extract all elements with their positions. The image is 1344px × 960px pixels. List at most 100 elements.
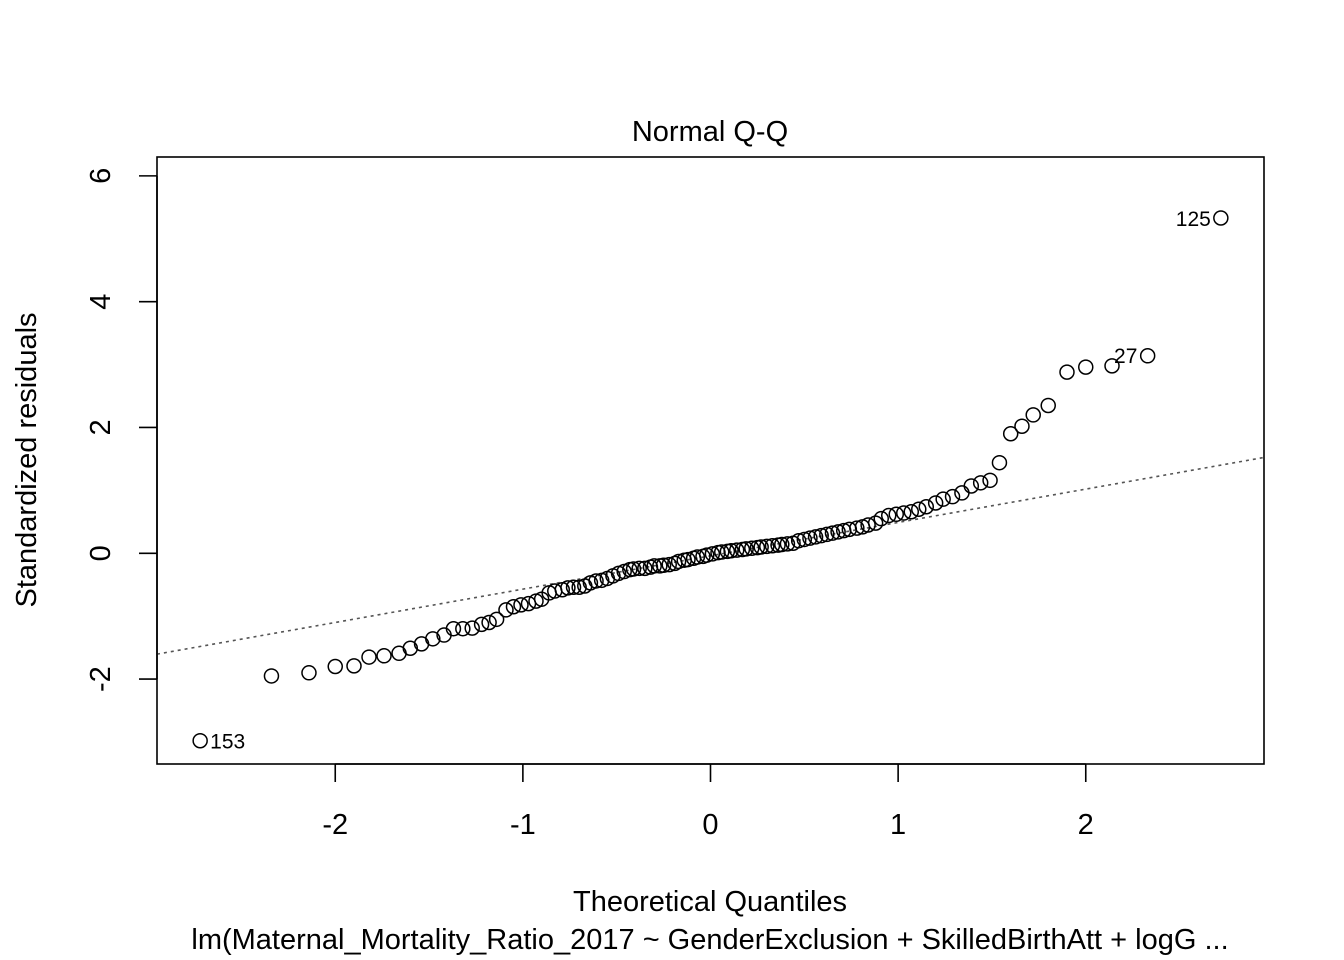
qq-point <box>954 485 970 501</box>
qq-point <box>779 536 796 552</box>
qq-point <box>723 543 739 559</box>
qq-point <box>802 530 818 546</box>
qq-point <box>637 560 653 577</box>
qq-point <box>753 539 769 555</box>
qq-point <box>867 515 884 531</box>
qq-point <box>1104 358 1120 374</box>
qq-point <box>972 475 989 491</box>
qq-point <box>565 579 582 595</box>
qq-point <box>560 580 576 596</box>
qq-point <box>918 498 935 515</box>
qq-point <box>982 472 998 489</box>
qq-point <box>830 524 846 540</box>
plot-area-frame <box>156 156 1265 765</box>
qq-point <box>888 506 905 523</box>
qq-point <box>464 620 480 636</box>
qq-point <box>860 517 876 533</box>
qq-point <box>819 526 835 543</box>
qq-point <box>807 529 824 545</box>
qq-point <box>790 532 807 549</box>
x-tick-label: -1 <box>510 809 536 841</box>
qq-point <box>361 649 377 665</box>
qq-point <box>327 658 343 675</box>
qq-point <box>698 547 715 563</box>
y-tick-label: 6 <box>85 168 117 184</box>
model-formula-subtitle: lm(Maternal_Mortality_Ratio_2017 ~ Gende… <box>191 924 1228 956</box>
x-axis-label: Theoretical Quantiles <box>573 886 847 918</box>
qq-point <box>661 556 677 573</box>
qq-point <box>689 549 706 565</box>
qq-point <box>498 602 514 618</box>
qq-point <box>513 597 529 613</box>
qq-point <box>376 648 392 664</box>
qq-point <box>445 621 462 637</box>
point-label: 125 <box>1176 208 1211 231</box>
y-axis: -2 0 2 4 6 <box>85 168 158 692</box>
qq-point <box>488 611 505 628</box>
qq-point <box>301 665 317 681</box>
qq-point <box>896 505 912 521</box>
x-axis: -2 -1 0 1 2 <box>322 763 1094 841</box>
qq-point <box>1139 348 1156 364</box>
qq-point <box>744 540 760 556</box>
x-tick-label: -2 <box>322 809 348 841</box>
qq-point <box>192 732 208 749</box>
qq-point <box>774 536 790 553</box>
y-tick-label: 4 <box>85 294 117 310</box>
qq-point <box>481 614 497 631</box>
qq-point <box>963 478 980 494</box>
point-label: 153 <box>210 731 245 754</box>
chart-title: Normal Q-Q <box>632 116 788 148</box>
qq-point <box>873 510 889 527</box>
qq-point <box>813 527 829 544</box>
qq-point <box>911 501 927 517</box>
qq-point <box>263 668 280 684</box>
y-tick-label: 0 <box>85 545 117 561</box>
qq-point <box>714 544 730 560</box>
y-tick-label: 2 <box>85 419 117 435</box>
qq-point <box>625 561 642 577</box>
qq-point <box>880 507 897 524</box>
qq-point <box>1040 397 1056 414</box>
x-tick-label: 1 <box>890 809 906 841</box>
qq-point <box>935 491 951 507</box>
x-tick-label: 2 <box>1078 809 1094 841</box>
points-group <box>192 210 1229 749</box>
qq-point <box>505 598 522 615</box>
qq-point <box>759 538 775 555</box>
qq-point <box>991 454 1008 471</box>
qq-point <box>473 616 490 633</box>
qq-point <box>944 488 961 505</box>
qq-point <box>1213 210 1229 226</box>
qq-point <box>631 560 647 577</box>
y-axis-label: Standardized residuals <box>11 312 43 607</box>
point-labels-group: 125 27 153 <box>210 208 1211 754</box>
qq-point <box>796 531 813 548</box>
qq-point <box>738 541 754 557</box>
qq-point <box>764 537 781 554</box>
point-label: 27 <box>1114 345 1137 368</box>
qq-point <box>1059 364 1075 380</box>
qq-point <box>455 621 471 637</box>
qq-point <box>1078 359 1094 375</box>
x-tick-label: 0 <box>702 809 718 841</box>
qq-point <box>729 542 745 558</box>
qq-point <box>425 631 441 647</box>
qq-point <box>824 525 841 541</box>
qq-point <box>646 558 662 574</box>
qq-point <box>670 553 687 570</box>
y-tick-label: -2 <box>85 666 117 692</box>
qq-point <box>346 658 362 674</box>
qq-point <box>588 573 604 589</box>
qq-point <box>927 495 944 511</box>
qq-point <box>402 640 419 657</box>
qq-point <box>655 557 672 573</box>
qq-point <box>704 546 721 562</box>
qq-point <box>849 520 865 536</box>
qq-point <box>903 504 920 520</box>
qq-point <box>1025 407 1041 423</box>
qq-point <box>1014 418 1030 434</box>
qq-point <box>571 579 587 595</box>
qq-point <box>680 551 696 568</box>
